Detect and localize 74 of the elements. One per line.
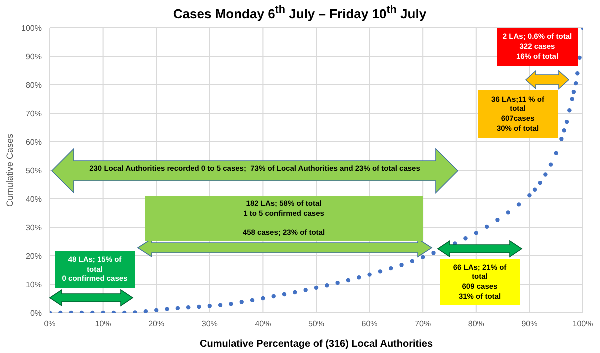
y-tick-label: 90% bbox=[26, 52, 42, 62]
point bbox=[548, 162, 554, 167]
point bbox=[516, 202, 522, 207]
x-tick-label: 80% bbox=[468, 320, 484, 329]
point bbox=[400, 263, 404, 268]
point bbox=[576, 72, 580, 76]
x-tick-label: 70% bbox=[415, 320, 432, 329]
point bbox=[532, 188, 538, 192]
y-tick-label: 20% bbox=[26, 252, 42, 261]
point bbox=[378, 270, 383, 274]
x-tick-label: 10% bbox=[95, 320, 112, 329]
y-tick-label: 30% bbox=[26, 223, 42, 232]
point bbox=[250, 298, 255, 303]
point bbox=[368, 272, 372, 277]
point bbox=[564, 120, 570, 124]
point bbox=[562, 128, 566, 133]
point bbox=[272, 294, 276, 299]
point bbox=[474, 231, 478, 236]
point bbox=[421, 255, 426, 260]
x-axis-title: Cumulative Percentage of (316) Local Authorities bbox=[200, 339, 434, 350]
point bbox=[568, 108, 572, 113]
point bbox=[496, 218, 500, 222]
point bbox=[336, 280, 340, 286]
point bbox=[240, 300, 244, 304]
x-tick-label: 40% bbox=[255, 320, 272, 329]
x-tick-label: 30% bbox=[202, 320, 218, 329]
y-tick-label: 50% bbox=[26, 166, 42, 176]
point bbox=[357, 276, 362, 280]
point bbox=[544, 172, 548, 177]
point bbox=[229, 302, 234, 306]
x-tick-label: 50% bbox=[308, 320, 325, 329]
point bbox=[186, 305, 191, 310]
x-tick-label: 60% bbox=[362, 320, 378, 329]
point bbox=[570, 97, 574, 102]
y-tick-label: 40% bbox=[26, 194, 42, 204]
x-tick-label: 90% bbox=[522, 320, 538, 329]
chart-title: Cases Monday 6$^{th}$ July – Friday 10$^{th}$ July bbox=[172, 4, 428, 22]
point bbox=[218, 303, 223, 308]
point bbox=[165, 307, 170, 312]
y-tick-label: 10% bbox=[26, 280, 42, 290]
point bbox=[578, 56, 582, 60]
point bbox=[176, 306, 180, 311]
point bbox=[554, 151, 558, 156]
point bbox=[154, 308, 159, 313]
point bbox=[304, 288, 308, 292]
point bbox=[484, 224, 490, 230]
y-tick-label: 100% bbox=[22, 24, 42, 33]
point bbox=[389, 266, 394, 271]
point bbox=[261, 296, 266, 301]
point bbox=[464, 236, 468, 241]
y-axis-title: Cumulative Cases bbox=[5, 133, 16, 208]
point bbox=[410, 259, 415, 264]
x-tick-label: 20% bbox=[148, 320, 165, 329]
point bbox=[560, 137, 564, 142]
x-tick-label: 0% bbox=[44, 320, 56, 329]
point bbox=[574, 81, 578, 86]
point bbox=[208, 304, 212, 308]
x-tick-label: 100% bbox=[572, 320, 594, 329]
point bbox=[325, 284, 330, 288]
point bbox=[144, 309, 148, 313]
y-tick-label: 60% bbox=[26, 138, 42, 147]
point bbox=[538, 180, 542, 186]
point bbox=[314, 286, 319, 290]
y-tick-label: 80% bbox=[26, 80, 42, 90]
point bbox=[293, 290, 298, 295]
point bbox=[346, 278, 351, 283]
point bbox=[506, 210, 510, 215]
point bbox=[282, 292, 287, 297]
y-tick-label: 70% bbox=[26, 109, 42, 118]
point bbox=[432, 251, 436, 256]
point bbox=[197, 304, 202, 310]
point bbox=[528, 193, 532, 198]
y-tick-label: 0% bbox=[30, 308, 42, 318]
point bbox=[572, 90, 576, 94]
